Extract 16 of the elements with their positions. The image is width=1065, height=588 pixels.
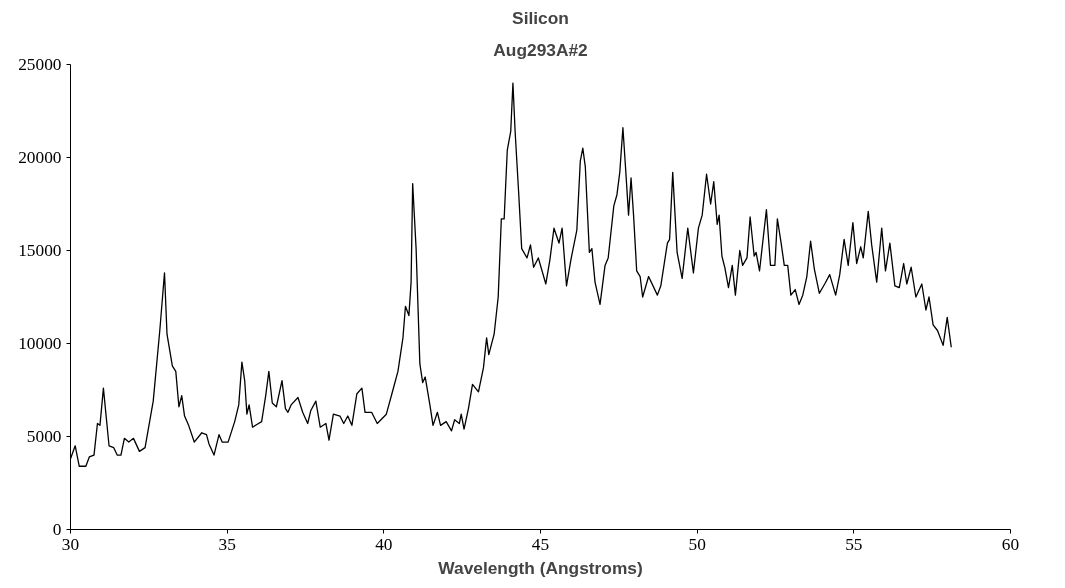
y-tick-label: 5000	[26, 427, 62, 446]
y-tick-label: 25000	[18, 55, 62, 74]
y-tick-label: 20000	[18, 148, 62, 167]
x-tick-label: 60	[1001, 534, 1020, 554]
x-tick-label: 55	[845, 534, 863, 554]
y-tick-label: 15000	[18, 241, 62, 260]
x-tick-label: 50	[688, 534, 706, 554]
chart-title: Silicon	[512, 7, 569, 28]
x-axis-title: Wavelength (Angstroms)	[438, 557, 643, 578]
chart-subtitle: Aug293A#2	[493, 39, 588, 60]
x-tick-label: 35	[218, 534, 236, 554]
x-tick-label: 30	[61, 534, 80, 554]
y-tick-label: 10000	[18, 334, 62, 353]
y-tick-label: 0	[52, 520, 62, 539]
x-tick-label: 45	[531, 534, 550, 554]
x-tick-label: 40	[375, 534, 393, 554]
